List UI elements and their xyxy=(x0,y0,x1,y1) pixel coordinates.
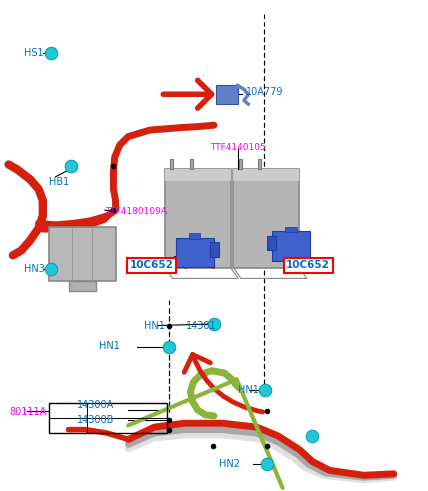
Text: HN2: HN2 xyxy=(219,459,240,469)
Bar xyxy=(238,159,242,169)
Text: HN3: HN3 xyxy=(24,264,45,274)
Bar xyxy=(165,169,231,268)
Text: HN1: HN1 xyxy=(144,321,165,330)
Text: 14300B: 14300B xyxy=(77,415,114,425)
Text: HB1: HB1 xyxy=(49,177,69,187)
Text: 14301: 14301 xyxy=(186,321,217,330)
Text: HS1: HS1 xyxy=(24,48,43,58)
Bar xyxy=(258,159,262,169)
Text: 10C652: 10C652 xyxy=(130,260,174,270)
FancyArrowPatch shape xyxy=(277,247,305,259)
Text: 14300A: 14300A xyxy=(77,400,114,410)
Bar xyxy=(69,281,95,291)
Text: 10C652: 10C652 xyxy=(286,260,330,270)
Text: TTF4140105: TTF4140105 xyxy=(210,143,265,152)
Bar xyxy=(233,169,299,268)
Bar xyxy=(285,227,297,232)
FancyArrowPatch shape xyxy=(163,81,211,108)
Bar xyxy=(216,85,238,104)
Text: HN1: HN1 xyxy=(238,385,259,395)
Bar xyxy=(189,233,200,239)
Text: TTF4180109A: TTF4180109A xyxy=(105,207,167,216)
Bar xyxy=(210,242,219,257)
Bar xyxy=(233,169,299,181)
Bar xyxy=(272,231,310,261)
Text: 10A779: 10A779 xyxy=(246,87,284,97)
Bar xyxy=(231,169,233,268)
Text: 80111A: 80111A xyxy=(9,408,47,417)
Bar xyxy=(176,238,214,267)
Bar xyxy=(267,236,276,250)
Text: HN1: HN1 xyxy=(99,341,120,351)
Bar xyxy=(170,159,173,169)
FancyArrowPatch shape xyxy=(184,355,263,412)
Bar xyxy=(49,403,167,433)
Bar xyxy=(190,159,193,169)
FancyArrowPatch shape xyxy=(185,255,213,267)
Bar xyxy=(165,169,231,181)
Bar xyxy=(49,227,116,281)
